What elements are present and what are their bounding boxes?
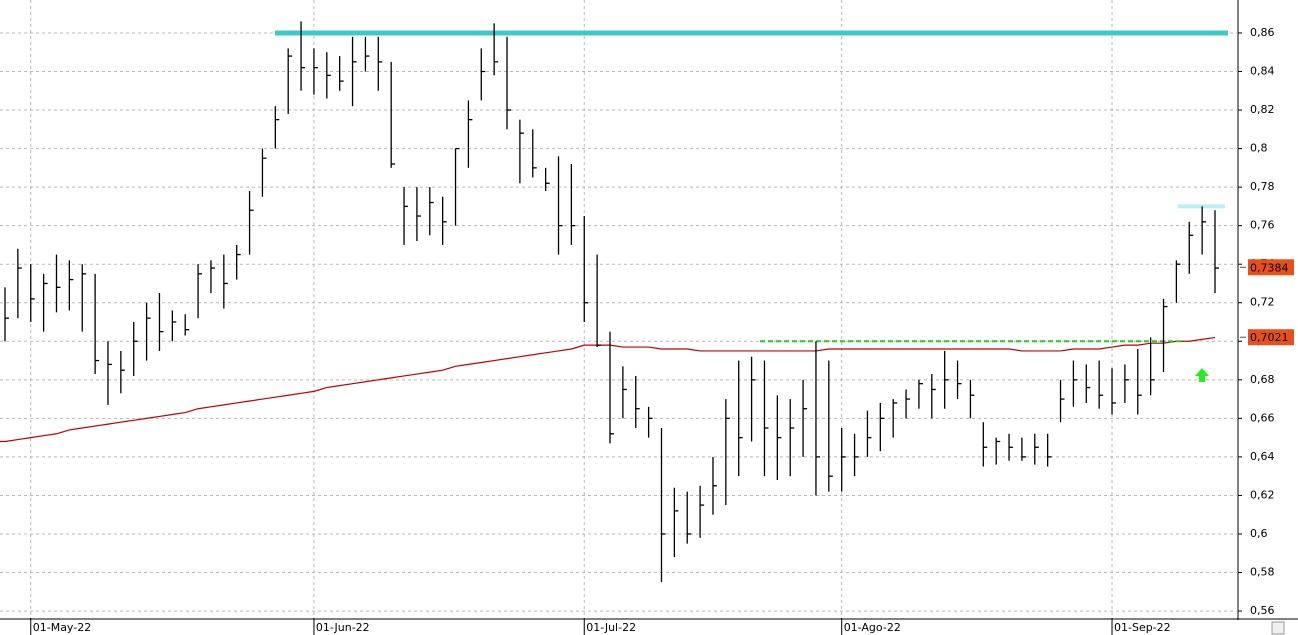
y-tick-label: 0,76 [1250,219,1275,232]
y-tick-label: 0,56 [1250,604,1275,617]
bars-layer [4,21,1219,583]
moving-average [0,336,1216,443]
x-tick-label: 01-Jun-22 [316,621,370,634]
price-tag-label: 0,7384 [1250,261,1289,274]
y-tick-label: 0,68 [1250,373,1275,386]
x-tick-label: 01-Ago-22 [844,621,901,634]
ma-layer [0,336,1216,443]
y-tick-label: 0,62 [1250,488,1275,501]
y-tick-label: 0,86 [1250,26,1275,39]
y-tick-label: 0,64 [1250,450,1275,463]
y-tick-label: 0,84 [1250,64,1275,77]
price-tag-label: 0,7021 [1250,331,1289,344]
y-tick-label: 0,78 [1250,180,1275,193]
price-tag-box [1248,259,1294,276]
x-tick-label: 01-Jul-22 [586,621,636,634]
y-tick-label: 0,58 [1250,566,1275,579]
y-tick-label: 0,72 [1250,296,1275,309]
price-tag-box [1248,329,1294,346]
y-tick-label: 0,82 [1250,103,1275,116]
x-tick-label: 01-May-22 [33,621,91,634]
y-tick-label: 0,8 [1250,142,1268,155]
up-arrow [1195,368,1209,382]
y-tick-label: 0,6 [1250,527,1268,540]
y-tick-label: 0,66 [1250,411,1275,424]
axis-layer: 0,560,580,60,620,640,660,680,70,720,740,… [30,26,1294,635]
x-tick-label: 01-Sep-22 [1114,621,1171,634]
corner-icon[interactable] [1271,621,1285,635]
